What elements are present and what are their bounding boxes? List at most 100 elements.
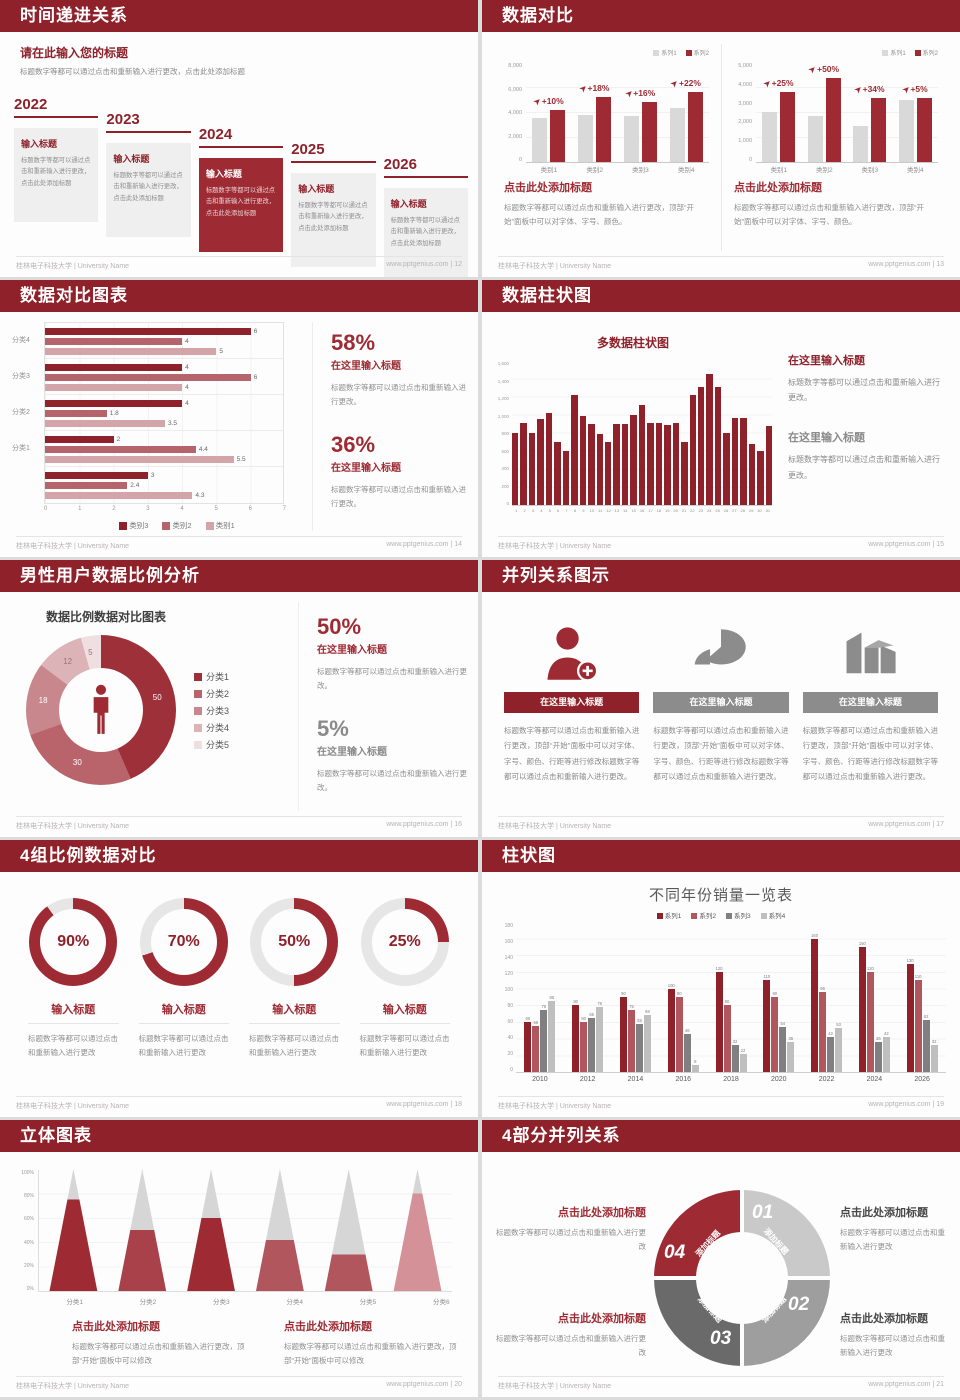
bar — [45, 435, 114, 443]
y-tick-label: 5,000 — [738, 63, 752, 69]
y-axis: 5,000 4,000 3,000 2,000 1,000 0 — [734, 63, 756, 163]
bar-with-label: 110 — [914, 974, 922, 1072]
grouped-column-chart: 180 160 140 120 100 80 60 40 20 0 60 55 75 85 80 60 65 78… — [496, 923, 946, 1083]
column-chart-panel: 多数据柱状图 1,600 1,400 1,200 1,000 800 600 400 200 0… — [494, 318, 773, 531]
bar-with-label: 90 — [619, 991, 627, 1072]
x-tick-label: 29 — [748, 508, 754, 513]
bar — [532, 118, 548, 162]
legend-swatch — [656, 913, 663, 920]
legend-item: 系列4 — [760, 910, 785, 920]
y-tick-label: 100 — [504, 987, 513, 993]
x-tick-label: 30 — [757, 508, 762, 513]
bar — [664, 425, 671, 505]
slide-19-column-chart: 柱状图 不同年份销量一览表 系列1 系列2 系列3 系列4 180 160 140 120 1… — [482, 840, 960, 1117]
y-tick-label: 3,000 — [738, 100, 752, 107]
value-label: 160 — [811, 932, 819, 938]
bar-with-label: 36 — [787, 1036, 795, 1072]
bar-group: 100 90 46 8 — [659, 923, 707, 1072]
donut-center — [59, 668, 143, 752]
bar — [647, 423, 654, 505]
comparison-panel-left: 系列1 系列2 8,000 6,000 4,000 2,000 0 ➤+10% 类别1 ➤+18%… — [492, 44, 721, 251]
x-tick-label: 2016 — [675, 1076, 692, 1083]
page-info: www.pptgenius.com | 17 — [868, 821, 944, 828]
stat-block: 5% 在这里输入标题 标题数字等都可以通过点击和重新输入进行更改。 — [317, 716, 468, 796]
bar — [866, 972, 874, 1072]
legend-item: 系列1 — [656, 910, 681, 920]
bar — [714, 387, 722, 505]
group-label: 分类1 — [12, 445, 30, 452]
item-body: 标题数字等都可以通过点击和重新输入进行更改 — [249, 1034, 339, 1058]
bar-group: ➤+50% 类别2 — [802, 63, 848, 174]
slide-title-bar: 并列关系图示 — [482, 560, 960, 592]
bar — [914, 980, 922, 1072]
bar — [528, 432, 536, 505]
legend-swatch — [119, 522, 128, 531]
x-tick-label: 31 — [765, 508, 771, 513]
slide-body: 不同年份销量一览表 系列1 系列2 系列3 系列4 180 160 140 120 100 80… — [482, 872, 960, 1091]
bar-with-label: 90 — [771, 991, 779, 1072]
slide-12-time-progression: 时间递进关系 请在此输入您的标题 标题数字等都可以通过点击和重新输入进行更改，点… — [0, 0, 478, 277]
timeline-column: 2025 输入标题 标题数字等都可以通过点击和重新输入进行更改，点击此处添加标题 — [291, 141, 376, 277]
slide-title-bar: 4组比例数据对比 — [0, 840, 478, 872]
legend-swatch — [726, 913, 732, 920]
bar-group: 130 110 62 32 — [898, 923, 946, 1072]
y-tick-label: 80 — [507, 1003, 513, 1009]
bar — [930, 1045, 938, 1072]
value-label: 62 — [923, 1014, 929, 1020]
block-heading: 在这里输入标题 — [788, 355, 865, 367]
bar — [687, 92, 703, 162]
slide-body: 数据比例数据对比图表 50 30 18 12 5 分类1 分类2 分类3 分类4 分类5 50%… — [0, 592, 478, 811]
value-label: 32 — [732, 1039, 738, 1045]
x-tick-label: 4 — [180, 506, 184, 512]
bar-with-label: 32 — [930, 1039, 938, 1072]
bar — [641, 102, 657, 162]
slice-value-label: 18 — [38, 696, 48, 706]
bar — [638, 405, 646, 505]
bar-with-label: 80 — [572, 999, 580, 1072]
bar-line: 6 — [45, 372, 283, 382]
value-label: 36 — [876, 1036, 881, 1041]
bar — [619, 997, 627, 1072]
growth-annotation: ➤+25% — [761, 77, 794, 90]
timeline-year: 2023 — [106, 111, 191, 133]
value-label: 110 — [914, 974, 922, 980]
box-body: 标题数字等都可以通过点击和重新输入进行更改，点击此处添加标题 — [390, 217, 460, 247]
value-label: 60 — [525, 1016, 531, 1021]
x-tick-label: 28 — [740, 508, 745, 513]
slice-value-label: 5 — [88, 647, 93, 657]
bar — [45, 491, 193, 499]
bar — [916, 98, 932, 162]
section-heading: 请在此输入您的标题 — [20, 46, 129, 60]
group-label: 分类3 — [12, 373, 30, 380]
bar — [572, 1005, 580, 1072]
stat-heading: 在这里输入标题 — [317, 645, 387, 656]
x-tick-label: 11 — [598, 508, 603, 513]
slide-body: 90% 输入标题 标题数字等都可以通过点击和重新输入进行更改 70% 输入标题 标题数字等… — [0, 872, 478, 1091]
donut-legend: 分类1 分类2 分类3 分类4 分类5 — [194, 666, 229, 755]
box-title: 输入标题 — [390, 199, 427, 209]
stat-body: 标题数字等都可以通过点击和重新输入进行更改。 — [317, 768, 467, 792]
stat-block: 50% 在这里输入标题 标题数字等都可以通过点击和重新输入进行更改。 — [317, 614, 468, 694]
bar — [45, 445, 196, 453]
progress-ring: 50% — [250, 898, 339, 986]
value-label: 80 — [724, 999, 730, 1005]
slide-title-bar: 数据对比图表 — [0, 280, 478, 312]
arrow-up-right-icon: ➤ — [852, 83, 864, 96]
stat-block: 36% 在这里输入标题 标题数字等都可以通过点击和重新输入进行更改。 — [331, 432, 466, 512]
parallel-column-2: 在这里输入标题 标题数字等都可以通过点击和重新输入进行更改，顶部“开始”面板中可… — [653, 616, 789, 811]
bar — [45, 419, 165, 427]
x-tick-label: 2 — [112, 506, 116, 512]
x-tick-label: 类别1 — [540, 167, 558, 174]
text-block: 点击此处添加标题 标题数字等都可以通过点击和重新输入进行更改，顶部“开始”面板中… — [72, 1318, 250, 1369]
timeline-year: 2022 — [14, 96, 99, 118]
y-tick-label: 40 — [507, 1035, 513, 1041]
x-tick-label: 5 — [548, 508, 551, 513]
university-name: 桂林电子科技大学 | University Name — [16, 543, 130, 550]
text-panel: 在这里输入标题 标题数字等都可以通过点击和重新输入进行更改。 在这里输入标题 标… — [772, 318, 948, 531]
value-label: 150 — [858, 941, 866, 946]
bar — [45, 363, 183, 371]
value-label: 1.8 — [109, 409, 119, 417]
slide-21-four-part-relationship: 4部分并列关系 添加标题 添加标题 添加标题 添加标题 01 02 03 04 … — [482, 1120, 960, 1397]
item-body: 标题数字等都可以通过点击和重新输入进行更改 — [359, 1034, 450, 1058]
bar — [731, 1045, 739, 1072]
